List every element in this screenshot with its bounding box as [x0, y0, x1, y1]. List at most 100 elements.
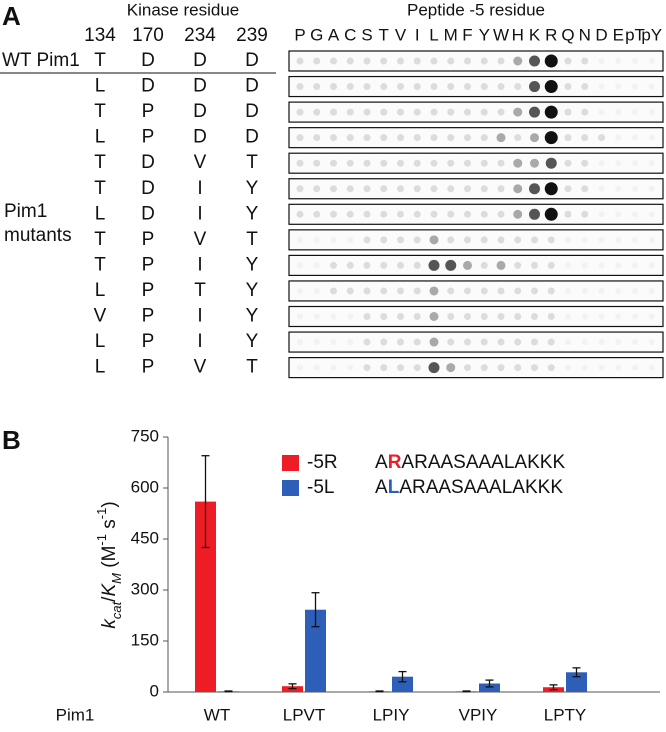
error-bar [572, 667, 581, 678]
spot [297, 236, 303, 243]
spot [346, 108, 354, 116]
spot [346, 159, 354, 167]
peptide-residue: F [462, 25, 472, 44]
spot [413, 210, 421, 218]
spot [564, 210, 572, 218]
spot [615, 160, 622, 167]
mutants-label: mutants [4, 225, 72, 246]
spot [514, 313, 522, 320]
spot [464, 338, 471, 346]
spot [330, 159, 337, 167]
spot [648, 83, 655, 90]
spot [346, 210, 354, 218]
spot [514, 236, 522, 244]
spot [296, 210, 304, 218]
spot [313, 262, 320, 269]
spot [632, 236, 638, 243]
peptide-residue: Y [479, 25, 490, 44]
spot [446, 363, 456, 373]
spot [397, 210, 404, 218]
spot [513, 158, 523, 168]
spot [615, 58, 622, 64]
spot [648, 109, 655, 116]
row-residue: T [246, 152, 258, 173]
row-residue: P [142, 127, 155, 148]
spot [447, 57, 455, 65]
spot [313, 57, 321, 65]
spot [598, 287, 605, 294]
spot [615, 364, 622, 371]
row-residue: V [194, 229, 207, 250]
error-bar [485, 679, 494, 688]
spot [347, 339, 354, 346]
spot [313, 134, 321, 142]
spot [428, 259, 440, 271]
spot [544, 131, 558, 145]
spot [429, 337, 439, 347]
row-residue: T [94, 152, 106, 173]
x-tick-label: WT [204, 705, 230, 724]
spot [464, 313, 471, 320]
spot [447, 185, 455, 193]
spot [296, 134, 304, 142]
spot [430, 159, 438, 167]
blot-strip [288, 254, 664, 276]
spot [413, 364, 421, 372]
spot [632, 83, 638, 90]
spot [464, 134, 471, 142]
spot [363, 185, 371, 193]
row-residue: D [141, 76, 155, 97]
spot [330, 236, 337, 243]
spot [413, 108, 421, 116]
spot [330, 339, 337, 346]
spot [648, 134, 655, 141]
spot [598, 160, 605, 167]
spot [313, 339, 320, 346]
peptide-residue: S [361, 25, 372, 44]
y-label-part: -1 [94, 534, 109, 546]
row-residue: P [142, 306, 155, 327]
spot [413, 261, 421, 269]
spot [380, 236, 388, 244]
residue-number: 134 [84, 25, 116, 46]
spot [413, 159, 421, 167]
bar [305, 609, 326, 692]
spot [363, 57, 371, 65]
error-bar [288, 683, 297, 690]
spot [480, 338, 488, 346]
spot [296, 83, 304, 91]
spot [447, 83, 455, 91]
spot [497, 83, 505, 91]
peptide-residue: P [294, 25, 305, 44]
spot [380, 83, 388, 91]
spot [330, 261, 337, 269]
spot [564, 185, 572, 193]
row-residue: D [141, 203, 155, 224]
spot [564, 83, 572, 91]
spot [363, 159, 371, 167]
blot-strip [288, 357, 664, 379]
peptide-residue: I [415, 25, 420, 44]
spot [313, 83, 321, 91]
row-residue: Y [246, 280, 259, 301]
blot-strip [288, 101, 664, 123]
spot [497, 338, 505, 346]
spot [615, 287, 622, 294]
spot [430, 185, 438, 193]
kinase-header: Kinase residue [127, 0, 239, 19]
spot [581, 83, 589, 91]
spot [598, 134, 605, 142]
spot [430, 210, 438, 218]
spot [496, 260, 506, 270]
peptide-residue: A [328, 25, 340, 44]
spot [547, 261, 555, 269]
blot-strip [288, 203, 664, 225]
spot [413, 83, 421, 91]
row-residue: L [95, 127, 106, 148]
spot [565, 236, 571, 243]
row-residue: Y [246, 254, 259, 275]
row-residue: D [245, 76, 259, 97]
row-residue: I [197, 203, 202, 224]
spot [648, 339, 655, 346]
